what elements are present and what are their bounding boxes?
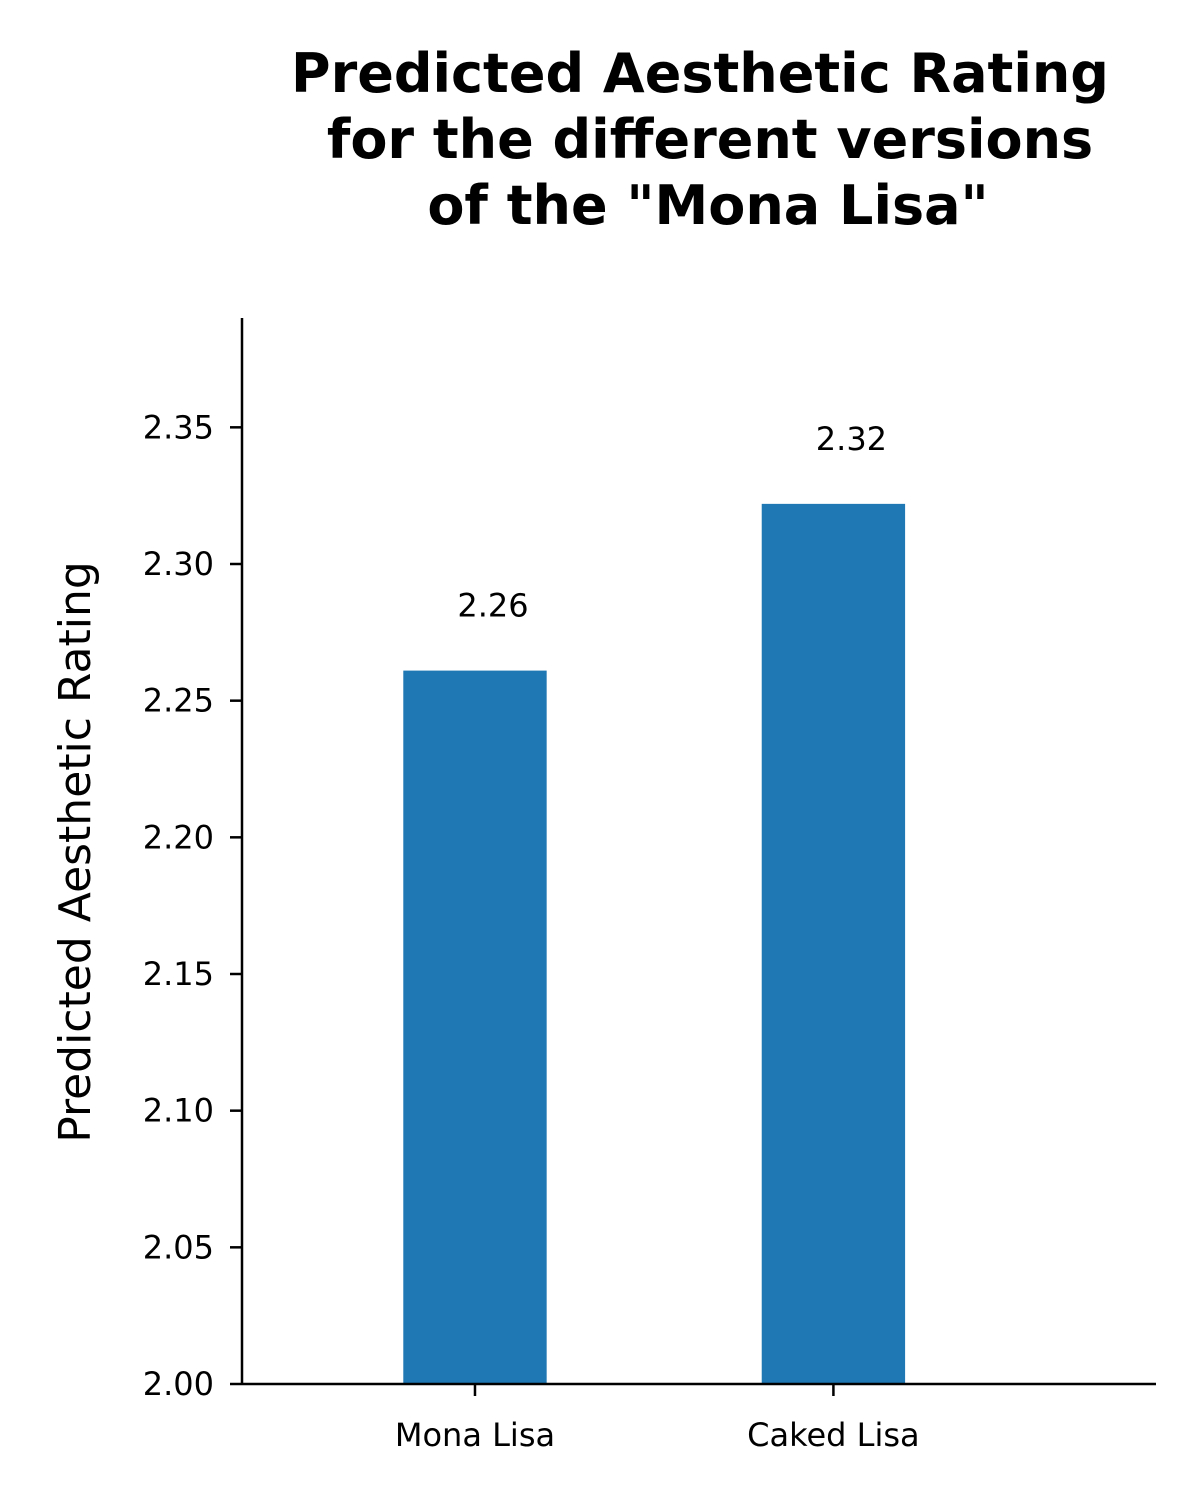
y-tick-label: 2.15	[143, 955, 214, 993]
y-axis-ticks: 2.00 2.05 2.10 2.15 2.20 2.25 2.30 2.35	[143, 408, 242, 1403]
y-tick-label: 2.30	[143, 545, 214, 583]
y-tick-label: 2.05	[143, 1228, 214, 1266]
y-tick-label: 2.35	[143, 408, 214, 446]
x-tick-label-mona-lisa: Mona Lisa	[395, 1416, 555, 1454]
y-tick-label: 2.20	[143, 818, 214, 856]
chart-title-line-3: of the "Mona Lisa"	[427, 174, 988, 237]
bars-group	[403, 503, 906, 1384]
chart-title: Predicted Aesthetic Rating for the diffe…	[291, 42, 1109, 237]
y-tick-label: 2.00	[143, 1365, 214, 1403]
data-label-mona-lisa: 2.26	[457, 587, 528, 625]
data-labels-group: 2.26 2.32	[457, 420, 887, 625]
y-tick-label: 2.10	[143, 1092, 214, 1130]
x-tick-label-caked-lisa: Caked Lisa	[747, 1416, 920, 1454]
bar-mona-lisa	[403, 670, 547, 1384]
chart-title-line-1: Predicted Aesthetic Rating	[291, 42, 1109, 105]
x-axis-ticks: Mona Lisa Caked Lisa	[395, 1384, 920, 1454]
data-label-caked-lisa: 2.32	[816, 420, 887, 458]
chart-title-line-2: for the different versions	[327, 108, 1093, 171]
y-axis-label: Predicted Aesthetic Rating	[50, 561, 101, 1143]
y-tick-label: 2.25	[143, 682, 214, 720]
bar-caked-lisa	[761, 503, 906, 1384]
